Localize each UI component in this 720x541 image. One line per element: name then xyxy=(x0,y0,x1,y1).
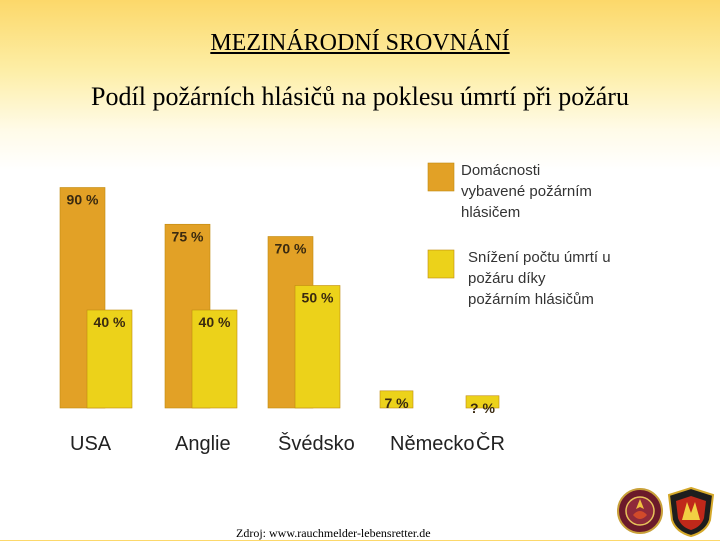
fire-service-seal-icon xyxy=(617,488,663,534)
page-title: MEZINÁRODNÍ SROVNÁNÍ xyxy=(210,30,510,56)
category-label-1: Anglie xyxy=(175,433,231,455)
bar-reduction-1 xyxy=(191,309,238,409)
category-label-4: ČR xyxy=(476,432,505,455)
bar-reduction-3 xyxy=(379,390,414,409)
bar-reduction-2 xyxy=(294,285,341,409)
bar-label-households-2: 70 % xyxy=(275,241,307,257)
legend-text-0-1: vybavené požárním xyxy=(461,183,592,200)
bar-reduction-4 xyxy=(465,395,500,409)
bar-label-households-0: 90 % xyxy=(67,192,99,208)
legend-text-0-2: hlásičem xyxy=(461,204,520,221)
category-label-0: USA xyxy=(70,433,112,455)
legend-text-1-1: požáru díky xyxy=(468,270,546,287)
source-note: Zdroj: www.rauchmelder-lebensretter.de xyxy=(236,526,431,540)
legend-swatch-1 xyxy=(427,249,455,279)
category-label-3: Německo xyxy=(390,433,474,455)
bar-label-reduction-4: ? % xyxy=(470,400,495,416)
bar-reduction-0 xyxy=(86,309,133,409)
legend-text-1-0: Snížení počtu úmrtí u xyxy=(468,249,611,266)
bar-label-reduction-2: 50 % xyxy=(302,290,334,306)
bar-label-reduction-0: 40 % xyxy=(94,314,126,330)
chart-subtitle: Podíl požárních hlásičů na poklesu úmrtí… xyxy=(91,82,629,111)
bar-label-reduction-3: 7 % xyxy=(384,395,409,411)
legend-text-0-0: Domácnosti xyxy=(461,162,540,179)
bar-label-households-1: 75 % xyxy=(172,228,204,244)
legend-swatch-0 xyxy=(427,162,455,192)
legend-text-1-2: požárním hlásičům xyxy=(468,291,594,308)
category-label-2: Švédsko xyxy=(278,432,355,455)
bar-label-reduction-1: 40 % xyxy=(199,314,231,330)
fire-brigade-shield-icon xyxy=(667,486,715,538)
